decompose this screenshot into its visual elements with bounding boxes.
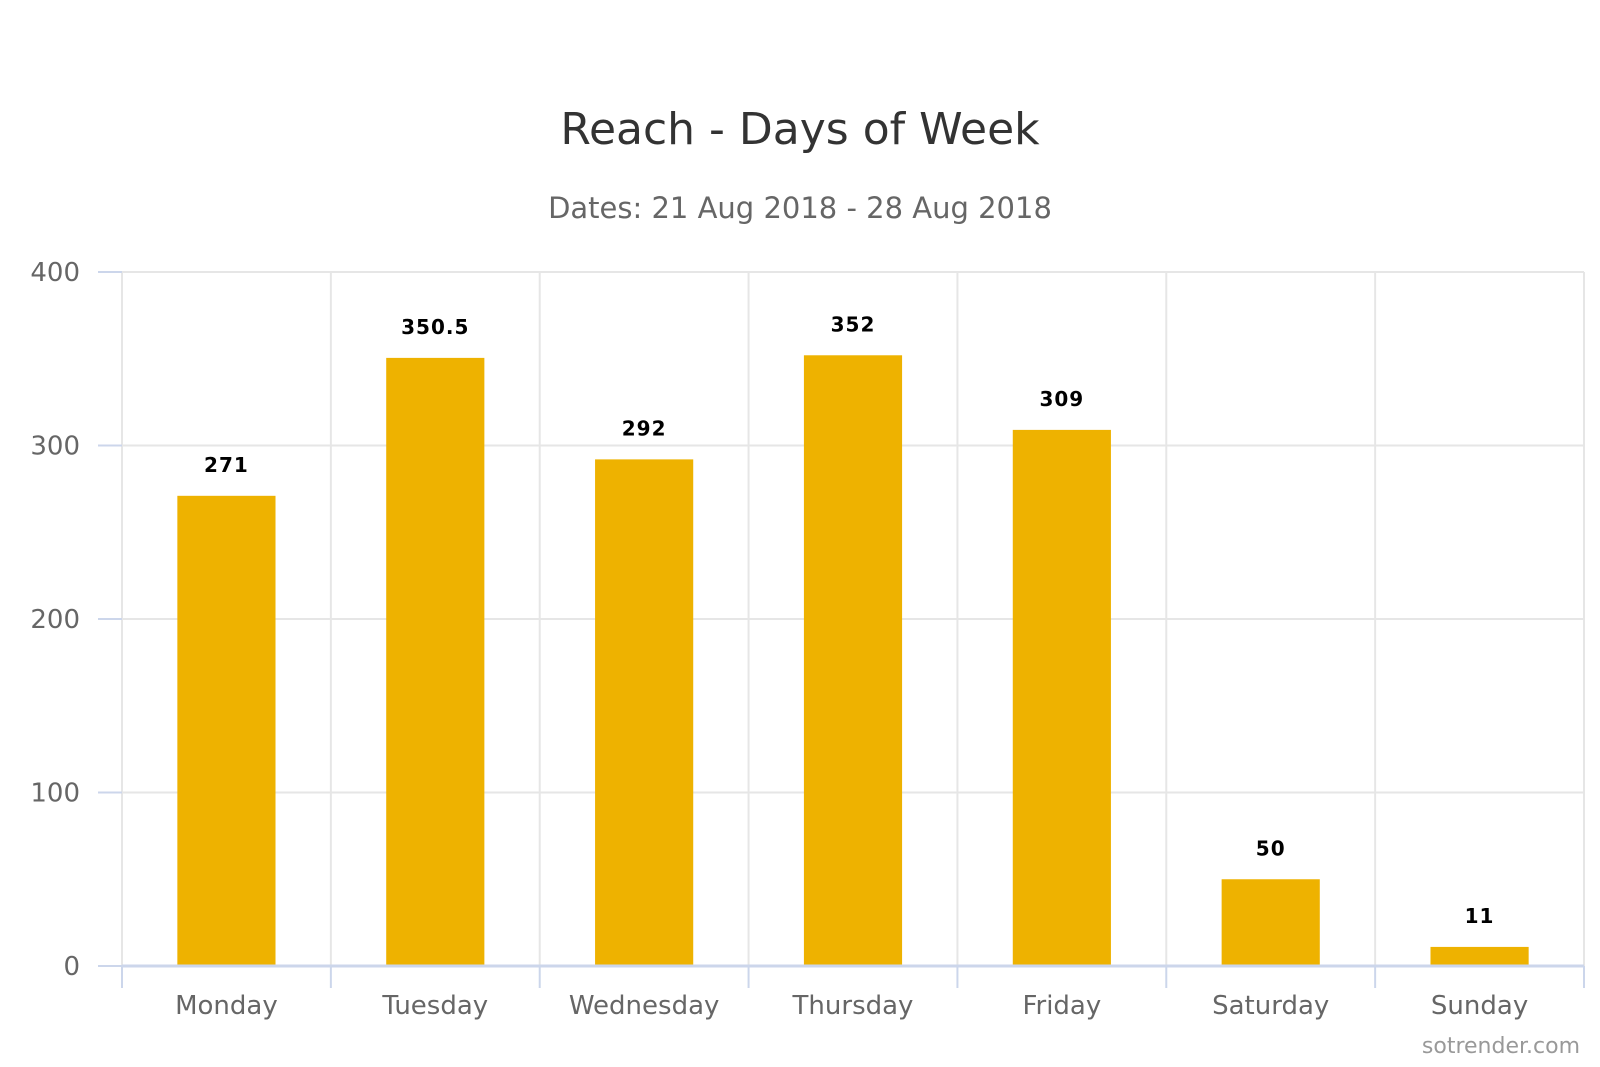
x-tick-label: Friday <box>1022 991 1101 1021</box>
data-label: 309 <box>1039 387 1084 411</box>
data-label: 350.5 <box>401 315 469 339</box>
y-tick-label: 300 <box>30 432 80 462</box>
chart-subtitle: Dates: 21 Aug 2018 - 28 Aug 2018 <box>548 191 1052 225</box>
y-axis-ticks: 0 100 200 300 400 <box>30 258 122 982</box>
x-tick-label: Saturday <box>1212 991 1329 1021</box>
x-tick-label: Tuesday <box>381 991 488 1021</box>
y-tick-label: 100 <box>30 779 80 809</box>
x-tick-label: Sunday <box>1431 991 1528 1021</box>
x-axis <box>121 964 1585 988</box>
bar-sunday[interactable] <box>1430 946 1529 966</box>
data-label: 50 <box>1256 836 1286 860</box>
bar-thursday[interactable] <box>803 355 903 966</box>
y-tick-label: 400 <box>30 258 80 288</box>
data-labels: 271 350.5 292 352 309 50 11 <box>204 312 1495 928</box>
bar-wednesday[interactable] <box>595 459 694 966</box>
x-axis-tick-labels: Monday Tuesday Wednesday Thursday Friday Satu… <box>175 991 1528 1021</box>
x-tick-label: Wednesday <box>569 991 720 1021</box>
chart-title: Reach - Days of Week <box>560 104 1040 155</box>
bar-friday[interactable] <box>1012 429 1111 966</box>
data-label: 271 <box>204 453 249 477</box>
x-tick-label: Thursday <box>792 991 914 1021</box>
x-tick-label: Monday <box>175 991 278 1021</box>
y-tick-label: 200 <box>30 605 80 635</box>
credit-text[interactable]: sotrender.com <box>1422 1034 1580 1059</box>
data-label: 352 <box>831 312 876 336</box>
bars <box>177 355 1529 966</box>
bar-monday[interactable] <box>177 495 276 966</box>
bar-saturday[interactable] <box>1221 879 1320 966</box>
data-label: 11 <box>1465 904 1495 928</box>
bar-tuesday[interactable] <box>386 357 485 966</box>
y-tick-label: 0 <box>63 952 80 982</box>
data-label: 292 <box>622 416 667 440</box>
